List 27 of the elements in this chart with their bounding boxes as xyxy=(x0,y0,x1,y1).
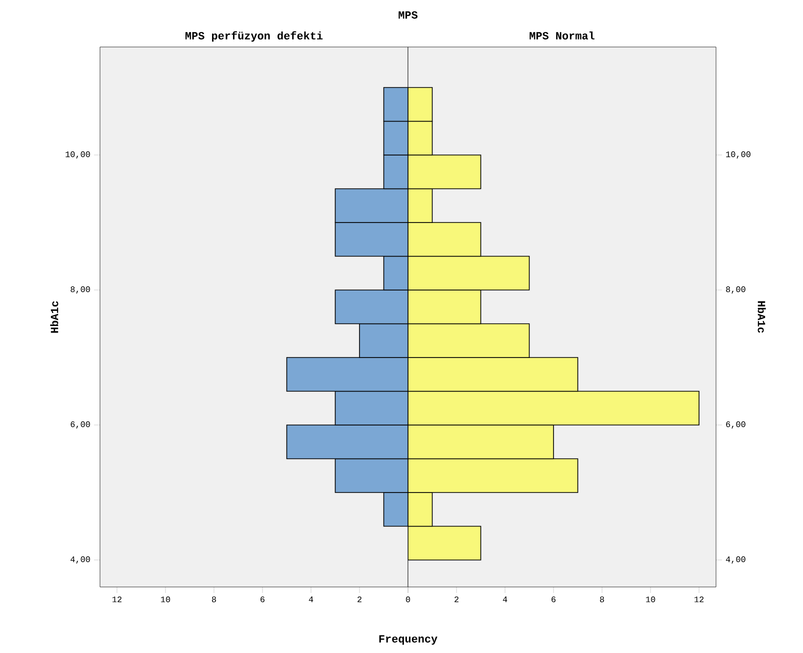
y-tick-label: 8,00 xyxy=(726,286,746,294)
y-axis-title: HbA1c xyxy=(758,301,766,333)
x-tick-label: 2 xyxy=(358,596,362,602)
y-tick-label: 6,00 xyxy=(70,421,90,429)
y-axis-title: HbA1c xyxy=(50,301,58,333)
x-tick-label: 6 xyxy=(260,596,264,602)
y-tick-label: 4,00 xyxy=(726,556,746,564)
x-axis-title: Frequency xyxy=(379,635,438,645)
chart-title: MPS Normal xyxy=(530,31,594,40)
chart-title: MPS perfüzyon defekti xyxy=(185,31,323,42)
x-tick-label: 10 xyxy=(161,596,170,602)
x-tick-label: 10 xyxy=(646,596,656,602)
x-tick-label: 8 xyxy=(212,596,216,602)
x-tick-label: 4 xyxy=(502,596,508,602)
y-tick-label: 8,00 xyxy=(70,286,90,294)
x-tick-label: 12 xyxy=(112,596,122,602)
y-tick-label: 4,00 xyxy=(70,556,90,564)
y-tick-label: 10,00 xyxy=(66,151,90,159)
text: MPS xyxy=(398,11,418,19)
x-tick-label: 0 xyxy=(406,596,410,602)
y-tick-label: 6,00 xyxy=(726,421,746,429)
x-tick-label: 6 xyxy=(552,596,556,602)
y-tick-label: 10,00 xyxy=(726,151,750,159)
x-tick-label: 4 xyxy=(308,596,314,602)
x-tick-label: 12 xyxy=(694,596,704,602)
x-tick-label: 2 xyxy=(454,596,458,602)
x-tick-label: 8 xyxy=(600,596,604,602)
